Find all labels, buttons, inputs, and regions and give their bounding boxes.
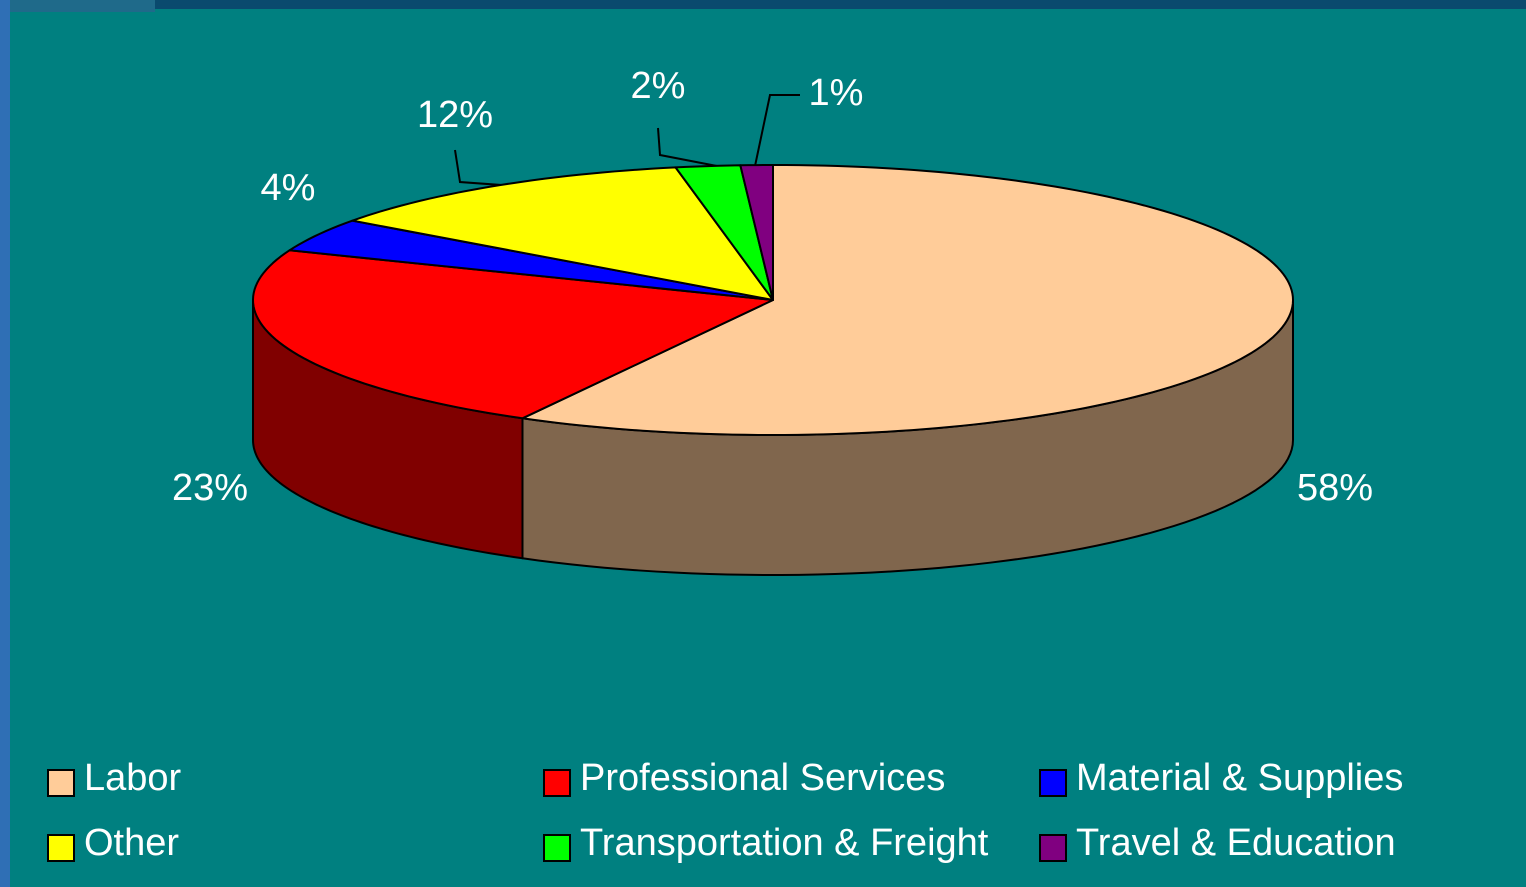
slice [674, 164, 774, 301]
value-label: 23% [172, 467, 248, 509]
legend-label: Other [84, 822, 179, 864]
top-corner [0, 0, 155, 12]
legend-label: Material & Supplies [1076, 757, 1403, 799]
top-band [0, 0, 1526, 9]
leader-line [657, 127, 723, 168]
slice [351, 166, 774, 301]
slice [288, 219, 774, 301]
legend-label: Transportation & Freight [580, 822, 989, 864]
value-label: 1% [809, 72, 864, 114]
value-label: 58% [1297, 467, 1373, 509]
legend-label: Professional Services [580, 757, 945, 799]
legend-swatch [1039, 834, 1067, 862]
legend-swatch [543, 769, 571, 797]
slice [739, 164, 774, 301]
leader-line [754, 94, 800, 167]
left-band [0, 0, 10, 887]
slice [252, 249, 774, 420]
legend-label: Travel & Education [1076, 822, 1396, 864]
legend-swatch [47, 834, 75, 862]
legend-swatch [543, 834, 571, 862]
value-label: 2% [631, 65, 686, 107]
legend-swatch [47, 769, 75, 797]
value-label: 4% [261, 167, 316, 209]
slice [521, 164, 1294, 436]
legend-label: Labor [84, 757, 182, 799]
value-label: 12% [417, 94, 493, 136]
legend-swatch [1039, 769, 1067, 797]
